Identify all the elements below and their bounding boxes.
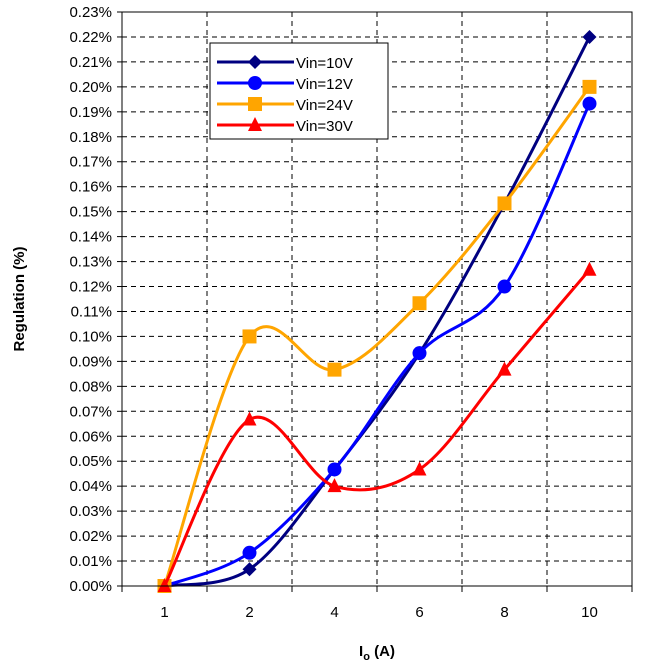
data-point [242,545,257,560]
y-tick-label: 0.16% [69,179,112,196]
legend-swatch-marker [248,76,262,90]
legend-label: Vin=30V [296,118,353,135]
y-tick-label: 0.02% [69,528,112,545]
y-tick-label: 0.19% [69,104,112,121]
series-vin-30v [157,261,597,592]
x-axis-title-subscript: o [363,651,370,663]
data-point [412,296,427,311]
legend: Vin=10V Vin=12V Vin=24V Vin=30V [209,42,389,140]
series-layer [157,29,597,593]
data-point [242,329,257,344]
y-tick-label: 0.08% [69,378,112,395]
y-tick-label: 0.10% [69,328,112,345]
x-tick-label: 2 [245,604,253,621]
legend-swatch-marker [248,55,262,69]
y-axis-ticks: 0.00% 0.01% 0.02% 0.03% 0.04% 0.05% 0.06% 0.07%… [69,4,122,595]
data-point [242,411,257,426]
y-tick-label: 0.03% [69,503,112,520]
data-point [497,196,512,211]
legend-label: Vin=10V [296,55,353,72]
x-axis-title: Io (A) [359,643,395,663]
data-point [412,461,427,476]
data-point [582,96,597,111]
legend-label: Vin=12V [296,76,353,93]
y-tick-label: 0.20% [69,79,112,96]
x-axis-ticks: 1 2 4 6 8 10 [121,586,633,621]
legend-item: Vin=10V [217,55,353,72]
plot-border [121,11,633,587]
y-tick-label: 0.09% [69,353,112,370]
y-tick-label: 0.15% [69,204,112,221]
x-axis-title-unit: (A) [370,643,395,660]
y-tick-label: 0.06% [69,428,112,445]
data-point [582,29,597,44]
y-tick-label: 0.18% [69,129,112,146]
data-point [327,462,342,477]
y-tick-label: 0.00% [69,578,112,595]
legend-item: Vin=24V [217,97,353,114]
y-tick-label: 0.23% [69,4,112,21]
y-tick-label: 0.22% [69,29,112,46]
y-tick-label: 0.14% [69,229,112,246]
y-tick-label: 0.17% [69,154,112,171]
series-line [163,85,591,587]
y-tick-label: 0.04% [69,478,112,495]
legend-item: Vin=30V [217,117,353,135]
data-point [582,79,597,94]
legend-label: Vin=24V [296,97,353,114]
data-point [582,261,597,276]
y-tick-label: 0.13% [69,254,112,271]
data-point [497,361,512,376]
y-tick-label: 0.01% [69,553,112,570]
y-tick-label: 0.05% [69,453,112,470]
y-tick-label: 0.11% [71,303,112,320]
y-tick-label: 0.12% [69,279,112,296]
legend-box [209,42,389,140]
data-point [412,346,427,361]
x-tick-label: 6 [415,604,423,621]
y-axis-title: Regulation (%) [11,247,28,352]
legend-swatch-marker [248,117,262,131]
data-point [157,578,172,592]
x-axis-title-main: I [359,643,363,660]
x-tick-label: 10 [581,604,598,621]
y-tick-label: 0.21% [69,54,112,71]
series-line [163,268,591,587]
x-tick-label: 4 [330,604,338,621]
x-tick-label: 1 [160,604,168,621]
data-point [327,478,342,493]
data-point [327,362,342,377]
legend-item: Vin=12V [217,76,353,93]
y-tick-label: 0.07% [69,403,112,420]
data-point [497,279,512,294]
legend-swatch-marker [248,97,262,111]
data-point [242,562,257,577]
x-tick-label: 8 [500,604,508,621]
